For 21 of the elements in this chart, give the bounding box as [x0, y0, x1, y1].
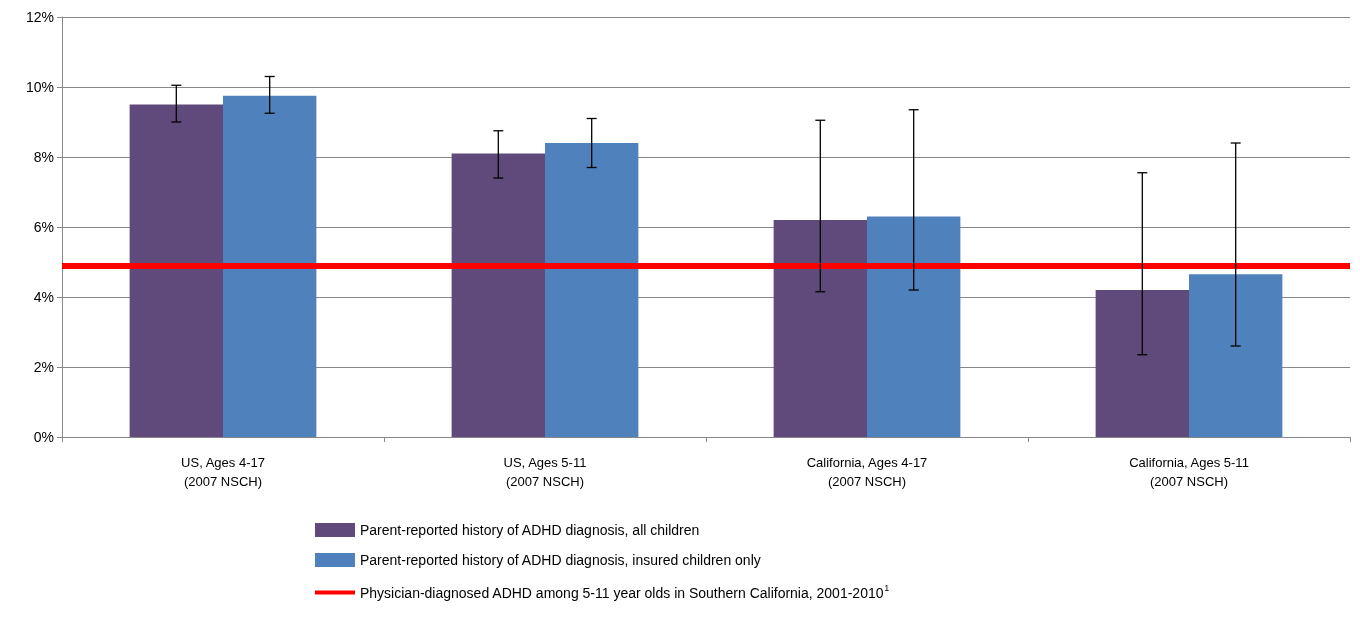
legend-label: Parent-reported history of ADHD diagnosis, insured children only [360, 552, 761, 568]
bar [129, 104, 223, 437]
bar [1189, 274, 1283, 437]
y-tick-label: 10% [25, 79, 54, 95]
bar [1095, 290, 1189, 437]
y-tick-label: 8% [33, 149, 54, 165]
x-tick-label: US, Ages 5-11 (2007 NSCH) [503, 455, 587, 489]
bar [223, 95, 317, 437]
x-tick-label: California, Ages 5-11 (2007 NSCH) [1129, 455, 1249, 489]
y-tick-label: 6% [33, 219, 54, 235]
bar [451, 153, 545, 437]
y-tick-label: 12% [25, 9, 54, 25]
y-tick-label: 4% [33, 289, 54, 305]
bar [545, 143, 639, 437]
y-tick-label: 0% [33, 429, 54, 445]
bar [773, 220, 867, 437]
y-tick-label: 2% [33, 359, 54, 375]
x-tick-label: US, Ages 4-17 (2007 NSCH) [181, 455, 265, 489]
x-tick-label: California, Ages 4-17 (2007 NSCH) [806, 455, 928, 489]
legend-label: Parent-reported history of ADHD diagnosis, all children [360, 522, 700, 538]
bar [867, 216, 961, 437]
